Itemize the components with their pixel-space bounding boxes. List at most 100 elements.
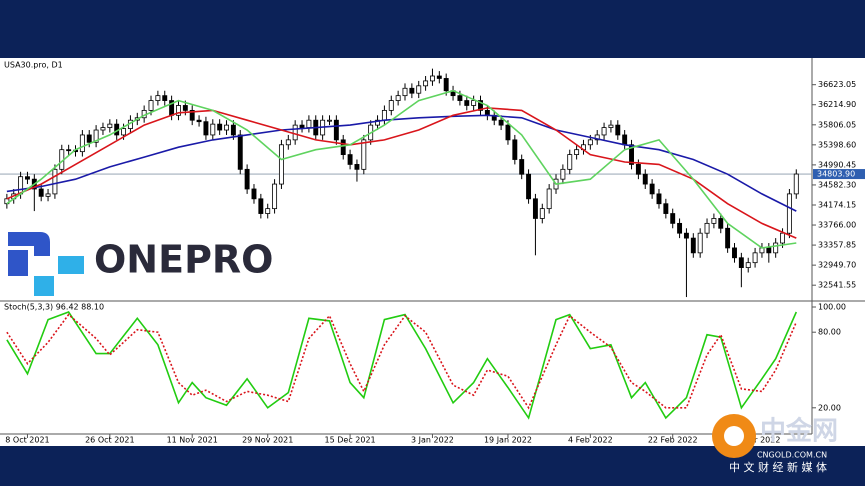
candle-body	[526, 173, 532, 200]
candle-body	[690, 237, 696, 254]
candle-body	[395, 95, 401, 101]
candle-body	[642, 173, 648, 185]
candle-body	[608, 124, 614, 128]
x-tick-label: 15 Dec 2021	[325, 436, 376, 445]
y-tick-label: 36214.90	[818, 100, 856, 109]
candle-body	[66, 149, 72, 152]
candle-body	[24, 176, 30, 180]
candle-body	[622, 134, 628, 146]
candle-body	[718, 218, 724, 229]
candle-body	[704, 222, 710, 234]
logo-icon	[8, 250, 28, 276]
indicator-line	[6, 89, 797, 249]
candle-body	[601, 127, 607, 136]
logo-icon	[34, 276, 54, 296]
candle-body	[162, 95, 168, 101]
candle-body	[683, 232, 689, 239]
candle-body	[79, 134, 85, 153]
candle-body	[121, 128, 127, 136]
candle-body	[505, 124, 511, 141]
logo-icon	[58, 256, 84, 274]
y-tick-label: 34990.45	[818, 160, 856, 169]
x-tick-label: 26 Oct 2021	[85, 436, 134, 445]
candle-body	[574, 149, 580, 155]
watermark-text: 中金网	[760, 416, 838, 447]
candle-body	[663, 203, 669, 214]
candle-body	[402, 87, 408, 97]
indicator-line	[6, 107, 797, 239]
candle-body	[272, 183, 278, 210]
x-tick-label: 3 Jan 2022	[411, 436, 454, 445]
candle-body	[203, 121, 209, 136]
candle-body	[745, 262, 751, 268]
indicator-line	[6, 313, 798, 410]
candle-body	[567, 154, 573, 170]
watermark-tagline: 中 文 财 经 新 媒 体	[729, 460, 827, 474]
x-tick-label: 8 Oct 2021	[5, 436, 49, 445]
logo-text: ONEPRO	[94, 238, 273, 282]
candle-body	[306, 119, 312, 128]
candle-body	[711, 218, 717, 224]
candle-body	[155, 95, 161, 101]
candle-body	[725, 227, 731, 249]
candle-body	[532, 198, 538, 219]
candle-body	[299, 124, 305, 128]
candle-body	[766, 247, 772, 254]
candle-body	[546, 188, 552, 210]
candle-body	[347, 154, 353, 165]
y-tick-label: 36623.05	[818, 80, 856, 89]
candle-body	[340, 139, 346, 155]
candle-body	[560, 168, 566, 180]
candle-body	[388, 100, 394, 111]
candle-body	[464, 100, 470, 106]
candle-body	[793, 173, 799, 195]
candle-body	[217, 123, 223, 131]
candle-body	[244, 168, 250, 190]
candle-body	[107, 123, 113, 128]
candle-body	[629, 144, 634, 165]
last-price-box	[813, 169, 865, 180]
indicator-title: Stoch(5,3,3) 96.42 88.10	[4, 303, 104, 312]
candle-body	[52, 168, 58, 195]
candle-body	[45, 193, 51, 197]
candle-body	[423, 80, 429, 87]
candle-body	[196, 119, 202, 123]
candle-body	[498, 119, 504, 126]
candle-body	[210, 123, 216, 136]
candle-body	[786, 193, 792, 234]
candle-body	[38, 188, 44, 197]
candle-body	[93, 129, 99, 143]
watermark-icon	[724, 426, 744, 446]
candle-body	[697, 232, 703, 254]
candle-body	[478, 100, 483, 111]
candle-body	[732, 247, 737, 259]
y-tick-label: 33357.85	[818, 241, 856, 250]
logo: ONEPRO	[8, 232, 273, 296]
candle-body	[752, 252, 758, 264]
y-tick-label: 35806.05	[818, 120, 856, 129]
indicator-line	[6, 311, 798, 420]
x-tick-label: 22 Feb 2022	[648, 436, 698, 445]
candle-body	[738, 257, 744, 268]
candle-body	[409, 87, 415, 94]
candle-body	[189, 109, 195, 121]
candle-body	[86, 134, 92, 143]
candle-body	[18, 176, 24, 195]
x-tick-label: 11 Nov 2021	[167, 436, 218, 445]
candle-body	[539, 208, 545, 219]
last-price-label: 34803.90	[817, 170, 855, 179]
y-tick-label: 100.00	[818, 303, 846, 312]
candle-body	[594, 134, 600, 141]
y-tick-label: 80.00	[818, 328, 841, 337]
candle-body	[649, 183, 655, 195]
candle-body	[292, 124, 298, 141]
candle-body	[512, 139, 518, 160]
candle-body	[4, 198, 10, 205]
candle-body	[615, 124, 621, 136]
y-tick-label: 20.00	[818, 403, 841, 412]
candle-body	[182, 105, 188, 111]
candle-body	[780, 232, 786, 244]
candle-body	[381, 109, 387, 121]
